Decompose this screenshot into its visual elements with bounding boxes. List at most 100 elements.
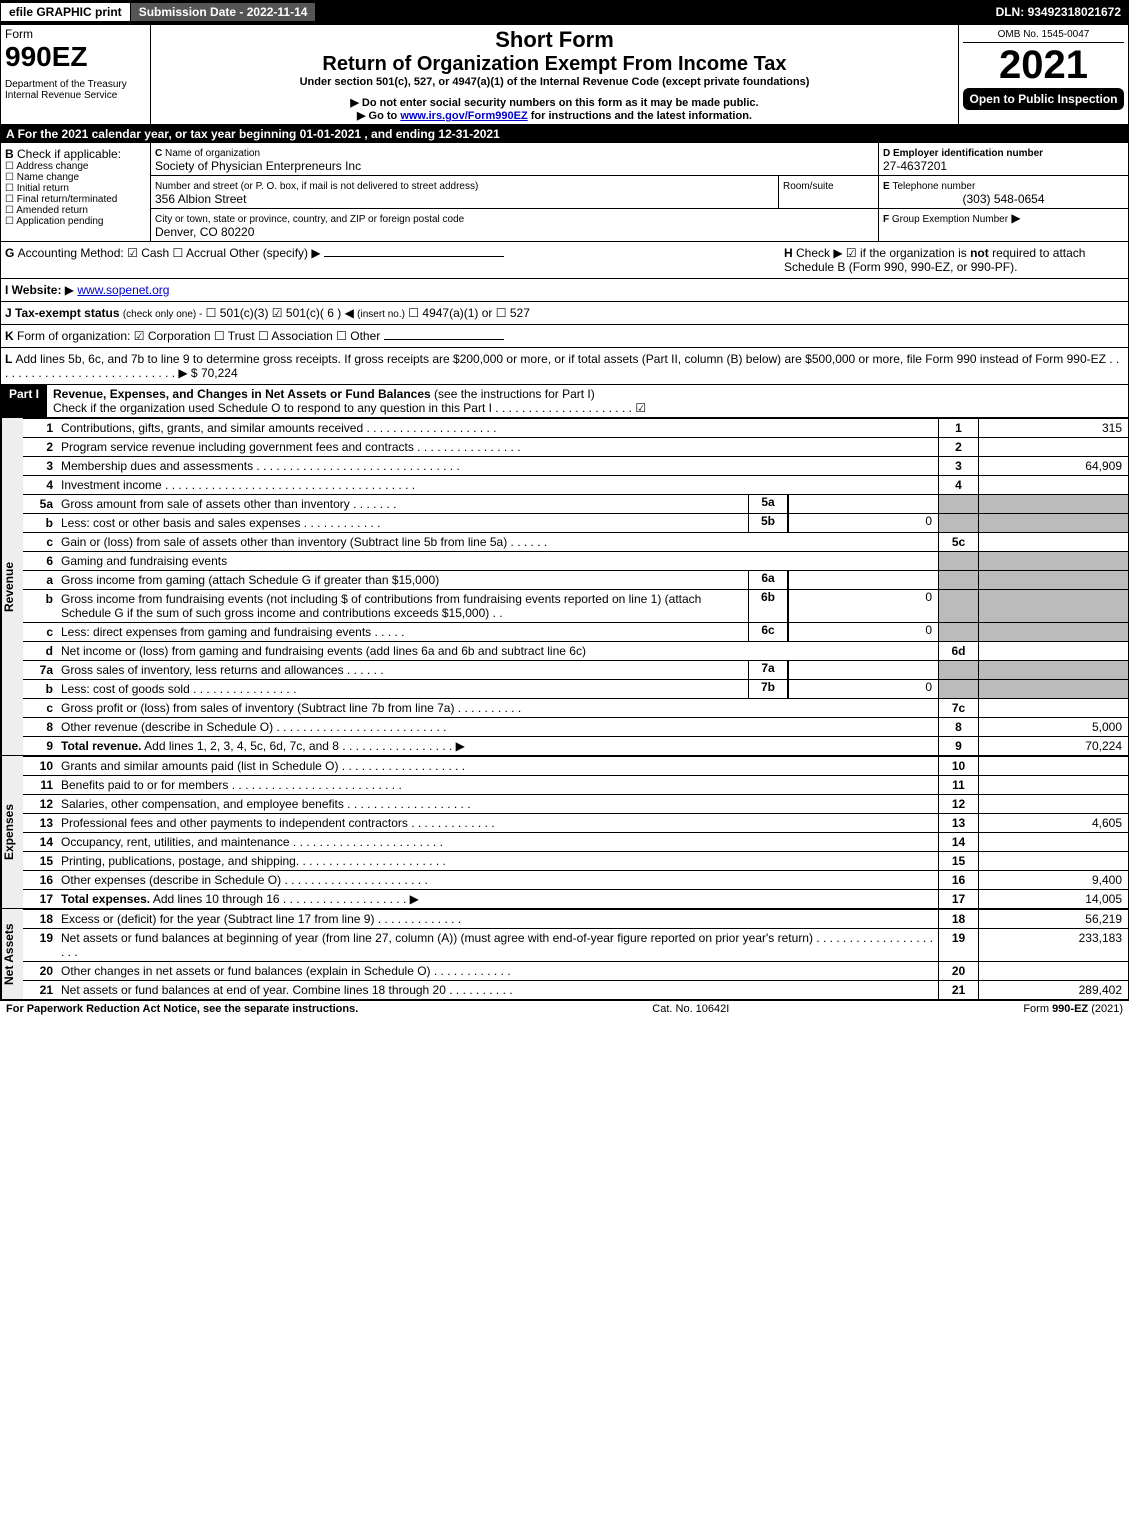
chk-final-return[interactable]: Final return/terminated (5, 194, 146, 205)
sub-box-label: 5a (748, 495, 788, 513)
line-amount: 9,400 (978, 871, 1128, 889)
line-box: 4 (938, 476, 978, 494)
line-number: 7a (23, 661, 57, 679)
chk-application-pending[interactable]: Application pending (5, 216, 146, 227)
section-i: I Website: ▶ www.sopenet.org (0, 279, 1129, 302)
goto-post: for instructions and the latest informat… (531, 110, 752, 122)
line-amount (978, 533, 1128, 551)
line-number: 11 (23, 776, 57, 794)
line-number: 20 (23, 962, 57, 980)
chk-amended-return[interactable]: Amended return (5, 205, 146, 216)
sub-box-label: 6a (748, 571, 788, 589)
chk-name-change[interactable]: Name change (5, 172, 146, 183)
l-val: 70,224 (201, 366, 238, 380)
form-number: 990EZ (5, 41, 146, 73)
chk-h[interactable] (846, 246, 860, 260)
h-text1: Check ▶ (796, 246, 843, 260)
line-box: 9 (938, 737, 978, 755)
chk-501c[interactable]: 501(c)( 6 ) (272, 306, 341, 320)
part1-header: Part I Revenue, Expenses, and Changes in… (0, 385, 1129, 418)
section-b: B Check if applicable: Address change Na… (1, 143, 151, 241)
section-g: G Accounting Method: Cash Accrual Other … (5, 246, 784, 274)
dept-treasury: Department of the Treasury (5, 79, 146, 90)
subdate-label: Submission Date - (139, 5, 247, 19)
line-desc: Contributions, gifts, grants, and simila… (57, 419, 938, 437)
line-box: 1 (938, 419, 978, 437)
org-name: Society of Physician Enterpreneurs Inc (155, 159, 361, 173)
line-amount (978, 514, 1128, 532)
line-desc: Benefits paid to or for members . . . . … (57, 776, 938, 794)
footer-right-pre: Form (1023, 1003, 1052, 1015)
line-number: c (23, 533, 57, 551)
h-text2: if the organization is (860, 246, 970, 260)
line-desc: Excess or (deficit) for the year (Subtra… (57, 910, 938, 928)
line-number: 18 (23, 910, 57, 928)
line-number: 21 (23, 981, 57, 999)
chk-other[interactable]: Other (336, 329, 380, 343)
line-row: 11Benefits paid to or for members . . . … (23, 775, 1128, 794)
line-amount: 5,000 (978, 718, 1128, 736)
line-box: 18 (938, 910, 978, 928)
line-desc: Gross sales of inventory, less returns a… (57, 661, 748, 679)
line-desc: Printing, publications, postage, and shi… (57, 852, 938, 870)
section-k: K Form of organization: Corporation Trus… (0, 325, 1129, 348)
line-amount (978, 438, 1128, 456)
line-amount (978, 476, 1128, 494)
sub-box-value (788, 571, 938, 589)
chk-trust[interactable]: Trust (214, 329, 255, 343)
chk-association[interactable]: Association (258, 329, 333, 343)
line-box (938, 495, 978, 513)
line-amount (978, 962, 1128, 980)
chk-address-change[interactable]: Address change (5, 161, 146, 172)
revenue-lines: 1Contributions, gifts, grants, and simil… (23, 418, 1128, 755)
chk-initial-return[interactable]: Initial return (5, 183, 146, 194)
line-box: 13 (938, 814, 978, 832)
line-row: 19Net assets or fund balances at beginni… (23, 928, 1128, 961)
sub-box-label: 6c (748, 623, 788, 641)
line-desc: Professional fees and other payments to … (57, 814, 938, 832)
footer-right-form: 990-EZ (1052, 1003, 1088, 1015)
line-number: 8 (23, 718, 57, 736)
sub-box-label: 7b (748, 680, 788, 698)
j-insert: (insert no.) (357, 309, 405, 320)
chk-501c3[interactable]: 501(c)(3) (206, 306, 269, 320)
chk-527[interactable]: 527 (496, 306, 530, 320)
website-link[interactable]: www.sopenet.org (77, 283, 169, 297)
line-row: bGross income from fundraising events (n… (23, 589, 1128, 622)
chk-corporation[interactable]: Corporation (134, 329, 211, 343)
line-row: cLess: direct expenses from gaming and f… (23, 622, 1128, 641)
goto-link[interactable]: www.irs.gov/Form990EZ (400, 110, 527, 122)
line-amount (978, 833, 1128, 851)
line-row: cGain or (loss) from sale of assets othe… (23, 532, 1128, 551)
chk-4947[interactable]: 4947(a)(1) or (408, 306, 492, 320)
sub-box-label: 5b (748, 514, 788, 532)
footer-left: For Paperwork Reduction Act Notice, see … (6, 1003, 358, 1015)
line-desc: Investment income . . . . . . . . . . . … (57, 476, 938, 494)
chk-schedule-o[interactable] (635, 401, 646, 415)
line-row: 2Program service revenue including gover… (23, 437, 1128, 456)
expense-lines: 10Grants and similar amounts paid (list … (23, 756, 1128, 908)
org-street: 356 Albion Street (155, 192, 246, 206)
sub-box-value (788, 495, 938, 513)
efile-print[interactable]: efile GRAPHIC print (0, 2, 131, 22)
line-box (938, 552, 978, 570)
title-return: Return of Organization Exempt From Incom… (155, 53, 954, 76)
netassets-label: Net Assets (1, 909, 23, 999)
line-row: 21Net assets or fund balances at end of … (23, 980, 1128, 999)
chk-accrual[interactable]: Accrual (173, 246, 226, 260)
line-desc: Gaming and fundraising events (57, 552, 938, 570)
line-number: c (23, 699, 57, 717)
footer: For Paperwork Reduction Act Notice, see … (0, 1000, 1129, 1017)
sub-box-value: 0 (788, 590, 938, 622)
open-public: Open to Public Inspection (963, 88, 1124, 110)
section-h: H Check ▶ if the organization is not req… (784, 246, 1124, 274)
chk-cash[interactable]: Cash (127, 246, 169, 260)
b-label: Check if applicable: (17, 147, 121, 161)
line-amount (978, 680, 1128, 698)
title-under: Under section 501(c), 527, or 4947(a)(1)… (155, 76, 954, 88)
f-arrow: ▶ (1011, 211, 1020, 225)
line-amount (978, 757, 1128, 775)
line-row: bLess: cost of goods sold . . . . . . . … (23, 679, 1128, 698)
irs-label: Internal Revenue Service (5, 90, 146, 101)
line-desc: Gross amount from sale of assets other t… (57, 495, 748, 513)
